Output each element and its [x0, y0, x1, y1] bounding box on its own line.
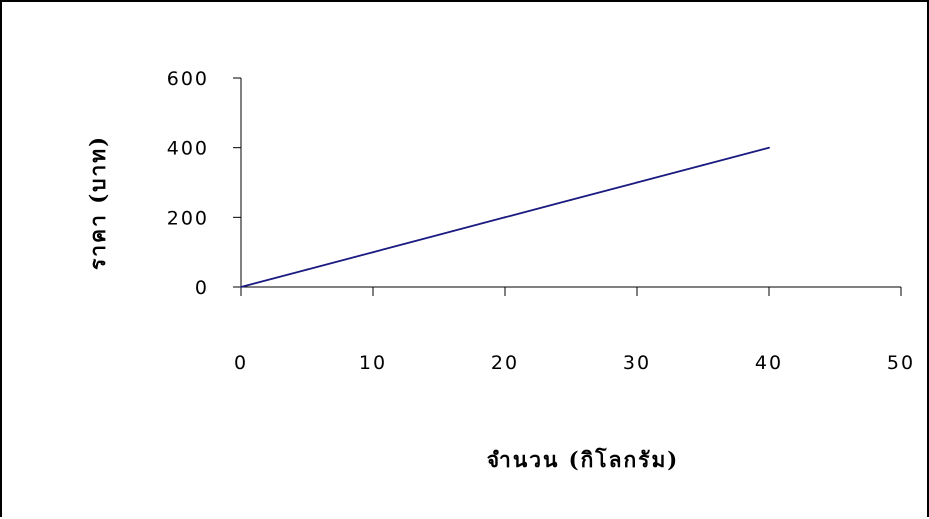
data-point	[768, 146, 770, 149]
x-tick-label: 30	[623, 352, 651, 374]
x-tick-label: 0	[234, 352, 248, 374]
axes	[233, 77, 902, 296]
y-axis-title: ราคา (บาท)	[85, 135, 110, 270]
y-tick-label: 0	[195, 277, 209, 299]
data-point	[438, 233, 440, 236]
series-layer	[240, 146, 770, 288]
y-tick-label: 600	[167, 68, 209, 90]
y-tick-label: 400	[167, 138, 209, 160]
data-point	[702, 164, 704, 166]
x-tick-label: 20	[491, 352, 519, 374]
data-point	[570, 199, 572, 201]
x-tick-label: 10	[359, 352, 387, 374]
data-point	[240, 286, 242, 288]
data-point	[504, 216, 506, 219]
data-point	[372, 251, 374, 254]
labels-layer: จำนวน (กิโลกรัม) ราคา (บาท) 0 200 400 600 0 1…	[85, 68, 915, 472]
data-point	[306, 268, 308, 271]
data-point	[636, 181, 638, 184]
x-tick-label: 40	[755, 352, 783, 374]
x-axis-title: จำนวน (กิโลกรัม)	[487, 447, 679, 472]
y-tick-label: 200	[167, 207, 209, 229]
x-tick-label: 50	[887, 352, 915, 374]
